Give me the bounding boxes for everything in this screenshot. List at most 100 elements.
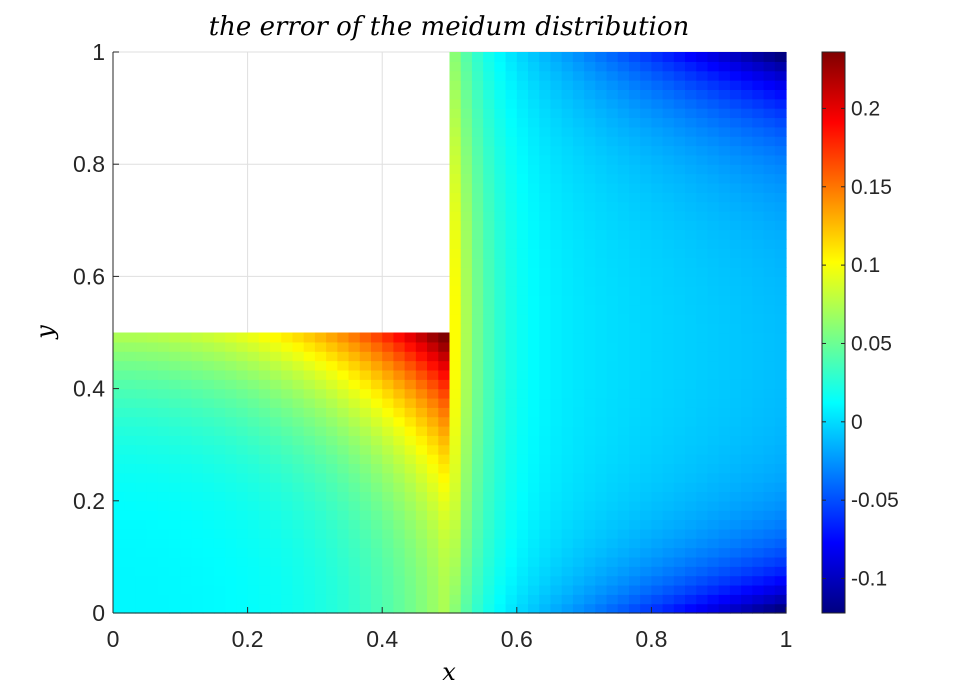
heatmap-cell: [483, 519, 495, 530]
heatmap-cell: [382, 397, 395, 408]
heatmap-cell: [505, 154, 518, 165]
heatmap-cell: [292, 369, 305, 380]
heatmap-cell: [561, 519, 574, 530]
heatmap-cell: [213, 603, 226, 614]
heatmap-cell: [707, 482, 720, 493]
heatmap-cell: [595, 510, 608, 521]
heatmap-cell: [438, 594, 451, 605]
heatmap-cell: [662, 351, 675, 362]
heatmap-cell: [460, 61, 473, 72]
heatmap-cell: [685, 164, 697, 175]
heatmap-cell: [707, 323, 720, 334]
heatmap-cell: [326, 463, 338, 474]
heatmap-cell: [741, 360, 753, 371]
heatmap-cell: [438, 519, 451, 530]
heatmap-cell: [303, 594, 316, 605]
heatmap-cell: [673, 98, 686, 109]
heatmap-cell: [662, 556, 675, 567]
heatmap-cell: [528, 164, 540, 175]
heatmap-cell: [662, 407, 675, 418]
heatmap-cell: [314, 603, 327, 614]
heatmap-cell: [640, 528, 652, 539]
heatmap-cell: [696, 98, 709, 109]
heatmap-cell: [516, 575, 529, 586]
heatmap-cell: [449, 145, 462, 156]
heatmap-cell: [202, 547, 215, 558]
heatmap-cell: [157, 397, 170, 408]
heatmap-cell: [774, 547, 787, 558]
heatmap-cell: [124, 341, 137, 352]
heatmap-cell: [427, 454, 439, 464]
heatmap-cell: [628, 80, 641, 90]
heatmap-cell: [471, 491, 484, 502]
heatmap-cell: [651, 369, 664, 380]
heatmap-cell: [774, 482, 787, 493]
heatmap-cell: [438, 575, 451, 586]
heatmap-cell: [718, 192, 731, 203]
heatmap-cell: [550, 491, 563, 502]
heatmap-cell: [528, 407, 540, 418]
heatmap-cell: [169, 397, 181, 408]
heatmap-cell: [651, 500, 664, 511]
heatmap-cell: [752, 108, 765, 119]
heatmap-cell: [258, 444, 271, 455]
heatmap-cell: [348, 566, 361, 577]
heatmap-cell: [606, 351, 619, 362]
heatmap-cell: [651, 463, 664, 474]
heatmap-cell: [696, 556, 709, 567]
heatmap-cell: [449, 556, 462, 567]
heatmap-cell: [561, 379, 574, 390]
heatmap-cell: [718, 108, 731, 119]
heatmap-cell: [157, 407, 170, 418]
heatmap-cell: [718, 313, 731, 324]
heatmap-cell: [337, 510, 350, 521]
heatmap-cell: [326, 510, 338, 521]
heatmap-cell: [415, 444, 428, 455]
heatmap-cell: [146, 332, 159, 343]
heatmap-cell: [539, 136, 552, 147]
heatmap-cell: [281, 360, 294, 371]
heatmap-cell: [460, 145, 473, 156]
heatmap-cell: [539, 603, 552, 614]
heatmap-cell: [718, 98, 731, 109]
heatmap-cell: [673, 257, 686, 268]
heatmap-cell: [651, 145, 664, 156]
heatmap-cell: [528, 145, 540, 156]
heatmap-cell: [471, 528, 484, 539]
heatmap-cell: [348, 556, 361, 567]
heatmap-cell: [752, 454, 765, 464]
heatmap-cell: [729, 435, 742, 446]
heatmap-cell: [370, 584, 383, 595]
heatmap-cell: [393, 369, 406, 380]
heatmap-cell: [595, 80, 608, 90]
heatmap-cell: [673, 136, 686, 147]
heatmap-cell: [180, 454, 193, 464]
heatmap-cell: [550, 239, 563, 249]
heatmap-cell: [483, 379, 495, 390]
heatmap-cell: [348, 519, 361, 530]
heatmap-cell: [729, 594, 742, 605]
heatmap-cell: [326, 435, 338, 446]
heatmap-cell: [640, 98, 652, 109]
heatmap-cell: [516, 220, 529, 231]
heatmap-cell: [617, 173, 630, 184]
heatmap-cell: [685, 575, 697, 586]
heatmap-cell: [292, 482, 305, 493]
heatmap-cell: [303, 351, 316, 362]
heatmap-cell: [729, 416, 742, 427]
heatmap-cell: [427, 510, 439, 521]
heatmap-cell: [685, 285, 697, 296]
heatmap-cell: [539, 351, 552, 362]
heatmap-cell: [572, 360, 585, 371]
heatmap-cell: [640, 510, 652, 521]
heatmap-cell: [550, 61, 563, 72]
heatmap-cell: [572, 248, 585, 259]
heatmap-cell: [673, 70, 686, 81]
heatmap-cell: [595, 295, 608, 306]
heatmap-cell: [752, 192, 765, 203]
heatmap-cell: [292, 444, 305, 455]
heatmap-cell: [135, 444, 148, 455]
heatmap-cell: [471, 575, 484, 586]
heatmap-cell: [438, 426, 451, 436]
heatmap-cell: [550, 182, 563, 193]
